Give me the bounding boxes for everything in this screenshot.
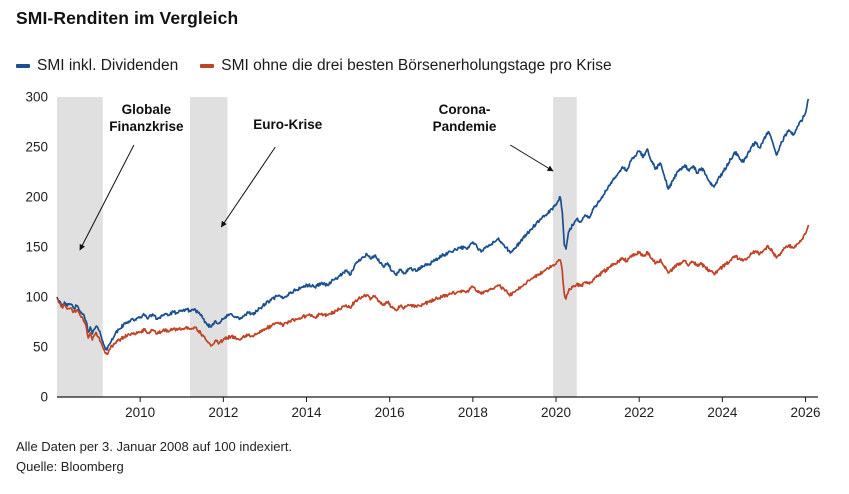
x-axis-label: 2012 (208, 405, 238, 420)
x-axis-label: 2010 (125, 405, 155, 420)
crisis-band-euro-krise (190, 97, 228, 397)
y-axis-label: 50 (33, 340, 48, 355)
index-note: Alle Daten per 3. Januar 2008 auf 100 in… (16, 439, 293, 454)
page-title: SMI-Renditen im Vergleich (16, 8, 239, 28)
y-axis-label: 150 (25, 240, 48, 255)
legend-swatch-blue (16, 64, 30, 68)
crisis-band-globale-finanzkrise (57, 97, 103, 397)
annotation-label: Euro-Krise (253, 117, 323, 132)
x-axis-label: 2016 (375, 405, 405, 420)
source-note: Quelle: Bloomberg (16, 459, 124, 474)
x-axis-label: 2024 (707, 405, 738, 420)
annotation-arrow (79, 144, 135, 251)
x-axis-label: 2014 (291, 405, 322, 420)
annotation-arrow (220, 146, 276, 228)
chart-footnotes: Alle Daten per 3. Januar 2008 auf 100 in… (16, 437, 292, 477)
legend-swatch-red (200, 64, 215, 68)
x-axis-label: 2026 (791, 405, 821, 420)
legend-item-smi-excl-best-days: SMI ohne die drei besten Börsenerholungs… (200, 57, 612, 75)
annotation-label: Globale (122, 102, 172, 117)
x-axis-label: 2022 (624, 405, 654, 420)
x-axis-label: 2018 (458, 405, 488, 420)
chart-legend: SMI inkl. Dividenden SMI ohne die drei b… (16, 57, 612, 75)
x-axis-label: 2020 (541, 405, 571, 420)
y-axis-label: 300 (25, 90, 48, 105)
annotation-arrow (510, 144, 554, 172)
series-line-smi-incl-dividenden (56, 98, 810, 351)
y-axis-label: 0 (40, 390, 48, 405)
legend-item-smi-incl-dividends: SMI inkl. Dividenden (16, 57, 178, 75)
annotation-label: Corona- (439, 102, 491, 117)
series-line-smi-ohne-beste-tage (56, 224, 810, 356)
y-axis-label: 250 (25, 140, 48, 155)
annotation-label: Pandemie (433, 119, 497, 134)
legend-label: SMI ohne die drei besten Börsenerholungs… (221, 57, 612, 74)
annotation-label: Finanzkrise (109, 119, 184, 134)
legend-label: SMI inkl. Dividenden (37, 57, 179, 74)
y-axis-label: 100 (25, 290, 48, 305)
y-axis-label: 200 (25, 190, 48, 205)
